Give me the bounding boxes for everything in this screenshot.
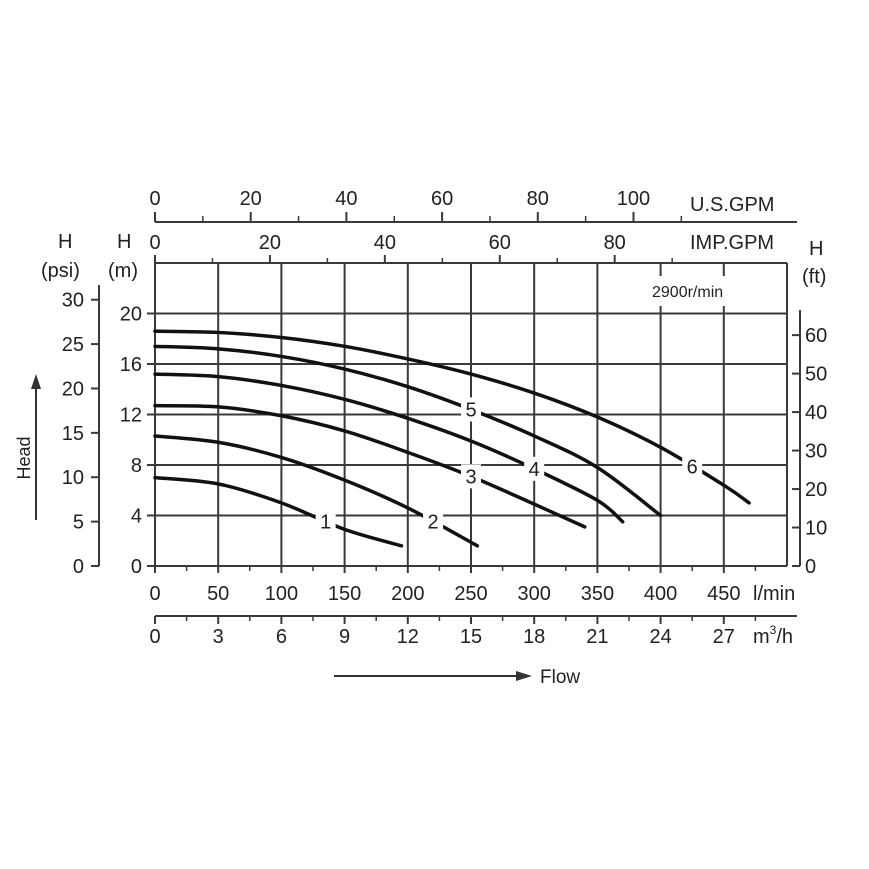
ft-axis-unit: (ft) <box>802 266 826 288</box>
ft-tick-label: 10 <box>805 518 827 540</box>
usgpm-tick-label: 60 <box>431 188 453 210</box>
curve-label-bg <box>461 397 481 422</box>
lmin-tick-label: 200 <box>391 583 424 605</box>
curve-1 <box>153 475 404 548</box>
psi-tick-label: 30 <box>62 290 84 312</box>
impgpm-tick-label: 20 <box>259 232 281 254</box>
usgpm-tick-label: 20 <box>240 188 262 210</box>
psi-tick-label: 20 <box>62 378 84 400</box>
psi-axis-symbol: H <box>58 231 72 253</box>
usgpm-tick-label: 40 <box>335 188 357 210</box>
m3h-tick-label: 12 <box>397 626 419 648</box>
lmin-tick-label: 150 <box>328 583 361 605</box>
head-axis-title: Head <box>14 436 34 479</box>
m3h-tick-label: 15 <box>460 626 482 648</box>
ft-axis-symbol: H <box>809 238 823 260</box>
m-tick-label: 0 <box>131 556 142 578</box>
m-tick-label: 16 <box>120 354 142 376</box>
lmin-tick-label: 250 <box>454 583 487 605</box>
m-axis-symbol: H <box>117 231 131 253</box>
curve-label-bg <box>423 509 444 534</box>
usgpm-tick-label: 0 <box>149 188 160 210</box>
curve-5 <box>153 344 663 518</box>
m-tick-label: 12 <box>120 405 142 427</box>
performance-curves: 1 2 3 4 5 6 <box>153 329 751 548</box>
curve-3 <box>153 403 587 529</box>
m-axis-unit: (m) <box>108 260 138 282</box>
m-tick-label: 4 <box>131 506 142 528</box>
m-tick-label: 20 <box>120 304 142 326</box>
m3h-tick-label: 6 <box>276 626 287 648</box>
lmin-tick-label: 0 <box>149 583 160 605</box>
m3h-tick-label: 9 <box>339 626 350 648</box>
flow-arrow-icon <box>516 671 532 681</box>
ft-tick-label: 30 <box>805 441 827 463</box>
usgpm-tick-label: 100 <box>617 188 650 210</box>
m3h-tick-label: 21 <box>586 626 608 648</box>
psi-tick-label: 15 <box>62 423 84 445</box>
psi-tick-label: 5 <box>73 512 84 534</box>
curve-label-2: 2 <box>428 512 439 534</box>
ft-tick-label: 40 <box>805 402 827 424</box>
lmin-unit-label: l/min <box>753 583 795 605</box>
lmin-tick-label: 50 <box>207 583 229 605</box>
curve-label-5: 5 <box>465 399 476 421</box>
lmin-tick-label: 300 <box>518 583 551 605</box>
curve-label-bg <box>461 464 481 489</box>
speed-label-bg <box>642 276 762 306</box>
speed-label: 2900r/min <box>652 284 723 301</box>
psi-tick-label: 10 <box>62 467 84 489</box>
impgpm-unit-label: IMP.GPM <box>690 232 774 254</box>
m3h-tick-label: 18 <box>523 626 545 648</box>
usgpm-unit-label: U.S.GPM <box>690 194 774 216</box>
curve-4 <box>153 372 625 524</box>
m3h-tick-label: 24 <box>649 626 671 648</box>
lmin-tick-label: 350 <box>581 583 614 605</box>
usgpm-tick-label: 80 <box>527 188 549 210</box>
curve-label-bg <box>315 509 336 534</box>
ft-tick-label: 0 <box>805 556 816 578</box>
head-arrow-icon <box>31 374 41 389</box>
impgpm-tick-label: 60 <box>489 232 511 254</box>
curve-label-6: 6 <box>687 456 698 478</box>
m3h-tick-label: 0 <box>149 626 160 648</box>
curve-6 <box>153 329 751 505</box>
ft-tick-label: 20 <box>805 479 827 501</box>
lmin-tick-label: 100 <box>265 583 298 605</box>
lmin-tick-label: 400 <box>644 583 677 605</box>
ft-tick-label: 50 <box>805 364 827 386</box>
plot-frame <box>91 212 801 624</box>
impgpm-tick-label: 0 <box>149 232 160 254</box>
psi-tick-label: 0 <box>73 556 84 578</box>
curve-label-bg <box>524 456 545 481</box>
m-tick-label: 8 <box>131 455 142 477</box>
lmin-tick-label: 450 <box>707 583 740 605</box>
curve-label-3: 3 <box>465 466 476 488</box>
grid-lines <box>155 263 787 566</box>
psi-tick-label: 25 <box>62 334 84 356</box>
m3h-tick-label: 27 <box>713 626 735 648</box>
m3h-tick-label: 3 <box>213 626 224 648</box>
m3h-unit-label: m3/h <box>753 623 793 648</box>
curve-label-1: 1 <box>320 511 331 533</box>
curve-2 <box>153 434 480 548</box>
impgpm-tick-label: 80 <box>604 232 626 254</box>
impgpm-tick-label: 40 <box>374 232 396 254</box>
psi-axis-unit: (psi) <box>41 260 80 282</box>
flow-axis-title: Flow <box>540 667 580 688</box>
curve-label-bg <box>682 454 703 479</box>
curve-label-4: 4 <box>529 459 540 481</box>
ft-tick-label: 60 <box>805 325 827 347</box>
